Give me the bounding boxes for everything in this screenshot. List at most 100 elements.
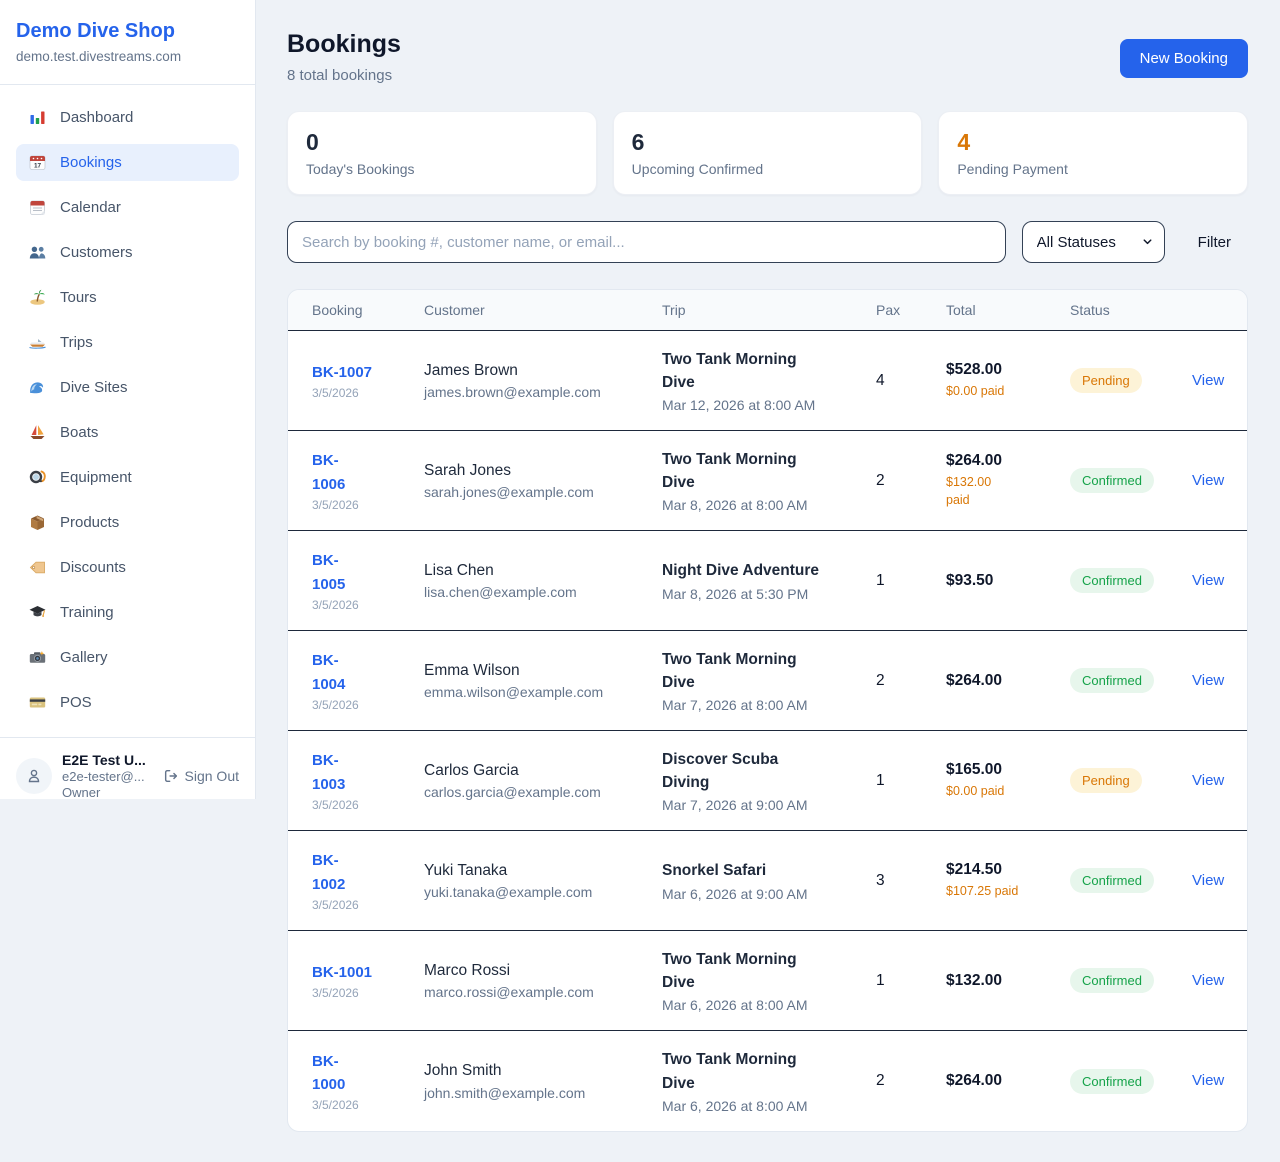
sidebar-item-label: Dashboard bbox=[60, 109, 134, 126]
total-amount: $93.50 bbox=[946, 571, 994, 589]
trip-cell: Two Tank Morning Dive Mar 12, 2026 at 8:00… bbox=[662, 348, 876, 414]
status-cell: Confirmed bbox=[1070, 868, 1192, 893]
status-badge: Confirmed bbox=[1070, 668, 1154, 693]
view-link[interactable]: View bbox=[1192, 771, 1225, 789]
booking-id-link[interactable]: BK- 1002 bbox=[312, 852, 346, 893]
paid-amount: $107.25 paid bbox=[946, 883, 1019, 898]
booking-id-link[interactable]: BK- 1004 bbox=[312, 652, 346, 693]
sidebar-item-calendar[interactable]: Calendar bbox=[16, 189, 239, 226]
sidebar-item-customers[interactable]: Customers bbox=[16, 234, 239, 271]
sidebar-item-dashboard[interactable]: Dashboard bbox=[16, 99, 239, 136]
view-link[interactable]: View bbox=[1192, 471, 1225, 489]
sailboat-icon bbox=[28, 423, 47, 442]
customer-name: Marco Rossi bbox=[424, 961, 511, 979]
paid-amount: $132.00 paid bbox=[946, 474, 992, 507]
booking-date: 3/5/2026 bbox=[312, 797, 359, 812]
booking-cell: BK- 1002 3/5/2026 bbox=[312, 849, 424, 912]
customer-cell: Yuki Tanaka yuki.tanaka@example.com bbox=[424, 861, 662, 901]
pax-cell: 1 bbox=[876, 571, 885, 589]
stat-label: Upcoming Confirmed bbox=[631, 161, 764, 177]
view-link[interactable]: View bbox=[1192, 1072, 1225, 1089]
view-link[interactable]: View bbox=[1192, 571, 1225, 589]
trip-datetime: Mar 8, 2026 at 5:30 PM bbox=[662, 585, 809, 602]
sidebar-item-label: Training bbox=[60, 604, 114, 621]
total-cell: $528.00 $0.00 paid bbox=[946, 361, 1070, 400]
view-link[interactable]: View bbox=[1192, 371, 1225, 389]
status-badge: Confirmed bbox=[1070, 568, 1154, 593]
sign-out-button[interactable]: Sign Out bbox=[163, 768, 239, 784]
status-cell: Confirmed bbox=[1070, 468, 1192, 493]
stat-card-upcoming-confirmed: 6 Upcoming Confirmed bbox=[612, 111, 923, 195]
column-header-customer: Customer bbox=[424, 302, 485, 318]
search-input[interactable] bbox=[287, 221, 1006, 263]
stat-value: 6 bbox=[631, 129, 645, 155]
view-link[interactable]: View bbox=[1192, 671, 1225, 689]
sidebar-item-equipment[interactable]: Equipment bbox=[16, 459, 239, 496]
trip-name: Snorkel Safari bbox=[662, 862, 767, 880]
status-select-wrap: All Statuses bbox=[1021, 221, 1165, 263]
status-cell: Confirmed bbox=[1070, 668, 1192, 693]
customer-name: Emma Wilson bbox=[424, 661, 520, 679]
booking-id-link[interactable]: BK- 1000 bbox=[312, 1052, 346, 1093]
filter-button[interactable]: Filter bbox=[1197, 233, 1231, 251]
booking-id-link[interactable]: BK-1001 bbox=[312, 963, 373, 981]
status-cell: Confirmed bbox=[1070, 568, 1192, 593]
total-amount: $165.00 bbox=[946, 760, 1003, 778]
tag-icon bbox=[28, 558, 47, 577]
pax-cell: 2 bbox=[876, 1072, 885, 1089]
actions-cell: View bbox=[1192, 972, 1224, 990]
table-row: BK- 1004 3/5/2026 Emma Wilson emma.wilson@ex… bbox=[288, 631, 1247, 731]
customer-name: Sarah Jones bbox=[424, 461, 512, 479]
booking-id-link[interactable]: BK- 1005 bbox=[312, 552, 346, 593]
user-email: e2e-tester@... bbox=[62, 769, 145, 784]
sidebar-item-label: Customers bbox=[60, 244, 133, 261]
booking-id-link[interactable]: BK-1007 bbox=[312, 363, 373, 381]
sidebar-item-products[interactable]: Products bbox=[16, 504, 239, 541]
booking-id-link[interactable]: BK- 1003 bbox=[312, 752, 346, 793]
table-row: BK- 1002 3/5/2026 Yuki Tanaka yuki.tanaka@ex… bbox=[288, 831, 1247, 931]
trip-cell: Two Tank Morning Dive Mar 7, 2026 at 8:00 … bbox=[662, 648, 876, 714]
trip-cell: Two Tank Morning Dive Mar 6, 2026 at 8:00 … bbox=[662, 948, 876, 1014]
trip-cell: Discover Scuba Diving Mar 7, 2026 at 9:00 … bbox=[662, 748, 876, 814]
booking-cell: BK-1001 3/5/2026 bbox=[312, 961, 424, 1000]
sidebar-item-label: Equipment bbox=[60, 469, 132, 486]
sidebar-item-label: POS bbox=[60, 694, 92, 711]
status-badge: Confirmed bbox=[1070, 868, 1154, 893]
person-icon bbox=[25, 767, 43, 785]
sidebar-item-dive-sites[interactable]: Dive Sites bbox=[16, 369, 239, 406]
pax-cell: 4 bbox=[876, 371, 885, 389]
trip-name: Night Dive Adventure bbox=[662, 562, 820, 580]
sidebar-item-training[interactable]: Training bbox=[16, 594, 239, 631]
sidebar-item-boats[interactable]: Boats bbox=[16, 414, 239, 451]
booking-id-link[interactable]: BK- 1006 bbox=[312, 452, 346, 493]
actions-cell: View bbox=[1192, 672, 1224, 690]
new-booking-button[interactable]: New Booking bbox=[1119, 39, 1248, 78]
status-cell: Confirmed bbox=[1070, 968, 1192, 993]
booking-date: 3/5/2026 bbox=[312, 1098, 359, 1113]
view-link[interactable]: View bbox=[1192, 971, 1225, 989]
sidebar-item-label: Boats bbox=[60, 424, 99, 441]
booking-date: 3/5/2026 bbox=[312, 697, 359, 712]
sidebar-item-discounts[interactable]: Discounts bbox=[16, 549, 239, 586]
status-filter-select[interactable]: All Statuses bbox=[1021, 221, 1165, 263]
total-amount: $264.00 bbox=[946, 1072, 1003, 1089]
sidebar-item-label: Dive Sites bbox=[60, 379, 128, 396]
trip-name: Two Tank Morning Dive bbox=[662, 450, 797, 491]
stat-card-pending-payment: 4 Pending Payment bbox=[938, 111, 1249, 195]
column-header-status: Status bbox=[1070, 302, 1110, 318]
sidebar-item-pos[interactable]: POS bbox=[16, 684, 239, 721]
sidebar-item-bookings[interactable]: 17 Bookings bbox=[16, 144, 239, 181]
sidebar-item-trips[interactable]: Trips bbox=[16, 324, 239, 361]
sidebar-item-gallery[interactable]: Gallery bbox=[16, 639, 239, 676]
sidebar-item-tours[interactable]: Tours bbox=[16, 279, 239, 316]
stats-row: 0 Today's Bookings 6 Upcoming Confirmed 4 Pen… bbox=[287, 111, 1249, 195]
total-amount: $264.00 bbox=[946, 451, 1003, 469]
view-link[interactable]: View bbox=[1192, 871, 1225, 889]
total-cell: $214.50 $107.25 paid bbox=[946, 861, 1070, 900]
booking-date: 3/5/2026 bbox=[312, 386, 359, 401]
customer-cell: Marco Rossi marco.rossi@example.com bbox=[424, 961, 662, 1001]
actions-cell: View bbox=[1192, 372, 1224, 390]
customer-email: john.smith@example.com bbox=[424, 1084, 586, 1101]
customer-email: lisa.chen@example.com bbox=[424, 584, 577, 601]
total-cell: $264.00 bbox=[946, 1072, 1070, 1090]
